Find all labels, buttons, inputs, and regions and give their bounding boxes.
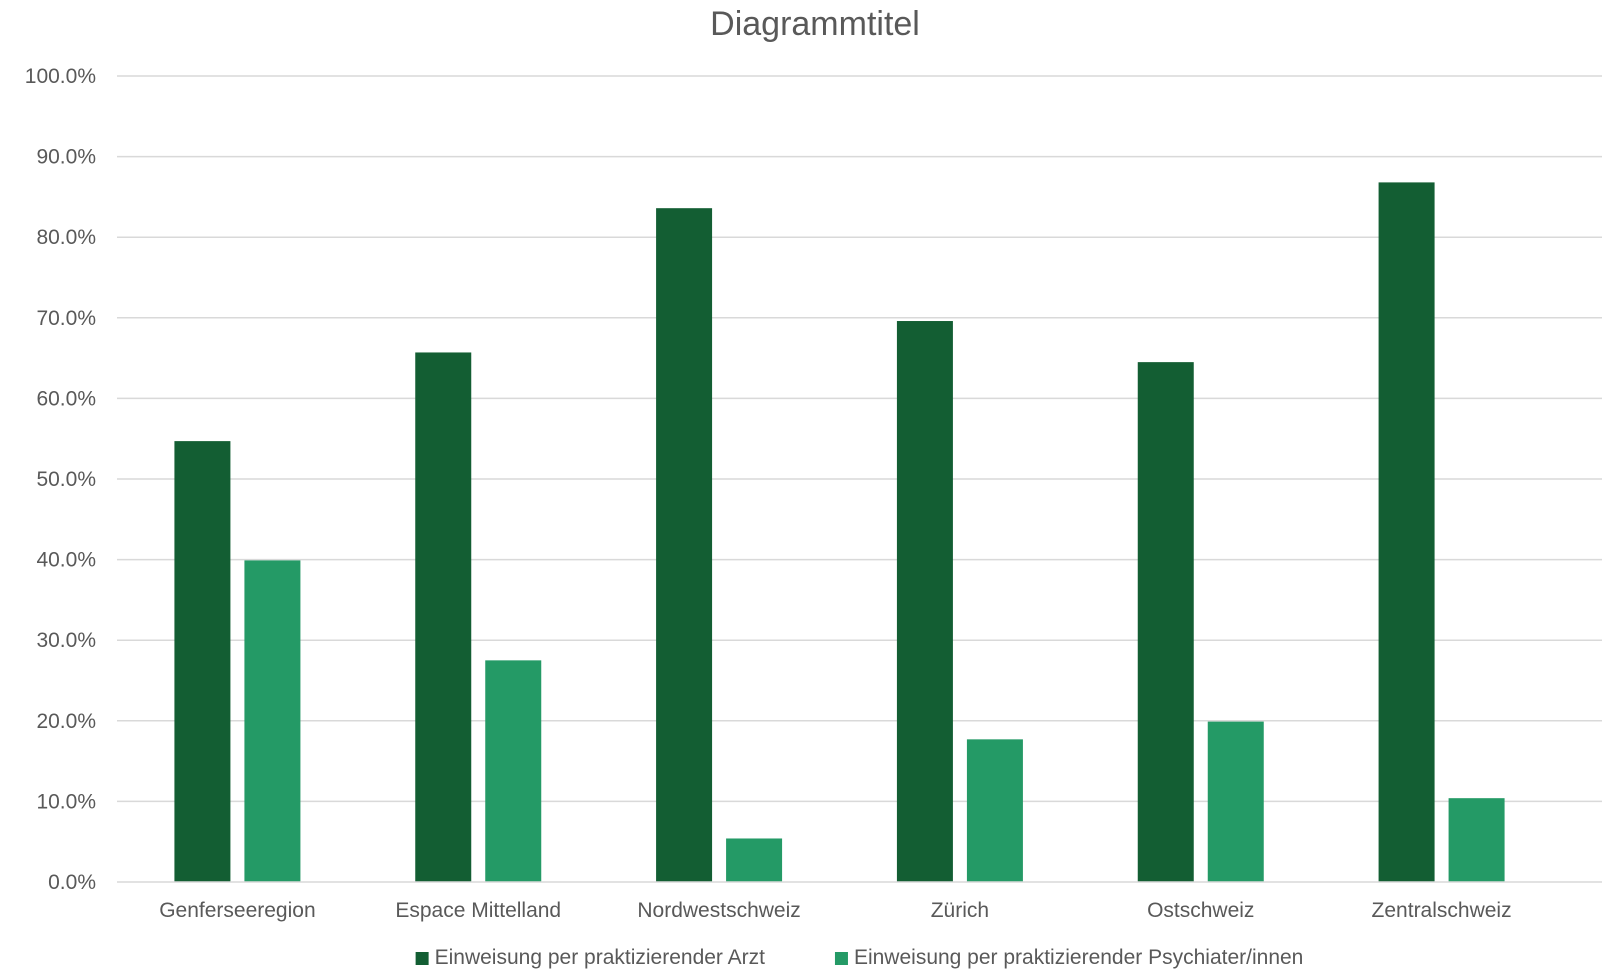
bar-series-1-3 [896,321,953,882]
x-category-label: Espace Mittelland [395,899,561,922]
x-category-label: Ostschweiz [1147,899,1254,922]
y-tick-label: 70.0% [36,307,96,330]
bar-series-2-5 [1448,798,1505,882]
chart-title: Diagrammtitel [710,5,920,43]
bar-series-1-4 [1137,362,1194,882]
y-tick-label: 50.0% [36,468,96,491]
bar-series-1-0 [174,441,231,882]
gridlines [117,75,1602,803]
y-tick-label: 20.0% [36,710,96,733]
x-category-label: Genferseeregion [159,899,315,922]
x-axis-category-labels: Genferseeregion Espace Mittelland Nordwest… [159,899,1511,922]
y-tick-label: 80.0% [36,226,96,249]
y-tick-label: 60.0% [36,387,96,410]
bar-series-1-2 [656,208,713,882]
y-tick-label: 100.0% [25,65,96,88]
bars [174,182,1505,883]
y-tick-label: 40.0% [36,549,96,572]
bar-series-2-3 [966,739,1023,882]
legend: Einweisung per praktizierender Arzt Einwe… [415,946,1303,969]
bar-series-1-1 [415,352,472,882]
legend-swatch [834,952,848,965]
legend-item-1: Einweisung per praktizierender Arzt [415,946,765,969]
legend-item-2: Einweisung per praktizierender Psychiate… [834,946,1303,969]
bar-series-1-5 [1378,182,1435,883]
legend-swatch [415,952,429,965]
bar-series-2-2 [726,838,783,882]
x-category-label: Nordwestschweiz [637,899,800,922]
x-category-label: Zürich [931,899,989,922]
y-tick-label: 0.0% [48,871,96,894]
y-tick-label: 30.0% [36,629,96,652]
bar-series-2-1 [485,660,542,882]
legend-label: Einweisung per praktizierender Arzt [435,946,765,969]
x-category-label: Zentralschweiz [1372,899,1512,922]
bar-series-2-0 [244,560,301,882]
y-tick-label: 90.0% [36,146,96,169]
y-tick-label: 10.0% [36,790,96,813]
legend-label: Einweisung per praktizierender Psychiate… [854,946,1303,969]
bar-series-2-4 [1207,721,1264,882]
y-axis-tick-labels: 0.0% 10.0% 20.0% 30.0% 40.0% 50.0% 60.0% 70.0% 8… [25,65,96,894]
